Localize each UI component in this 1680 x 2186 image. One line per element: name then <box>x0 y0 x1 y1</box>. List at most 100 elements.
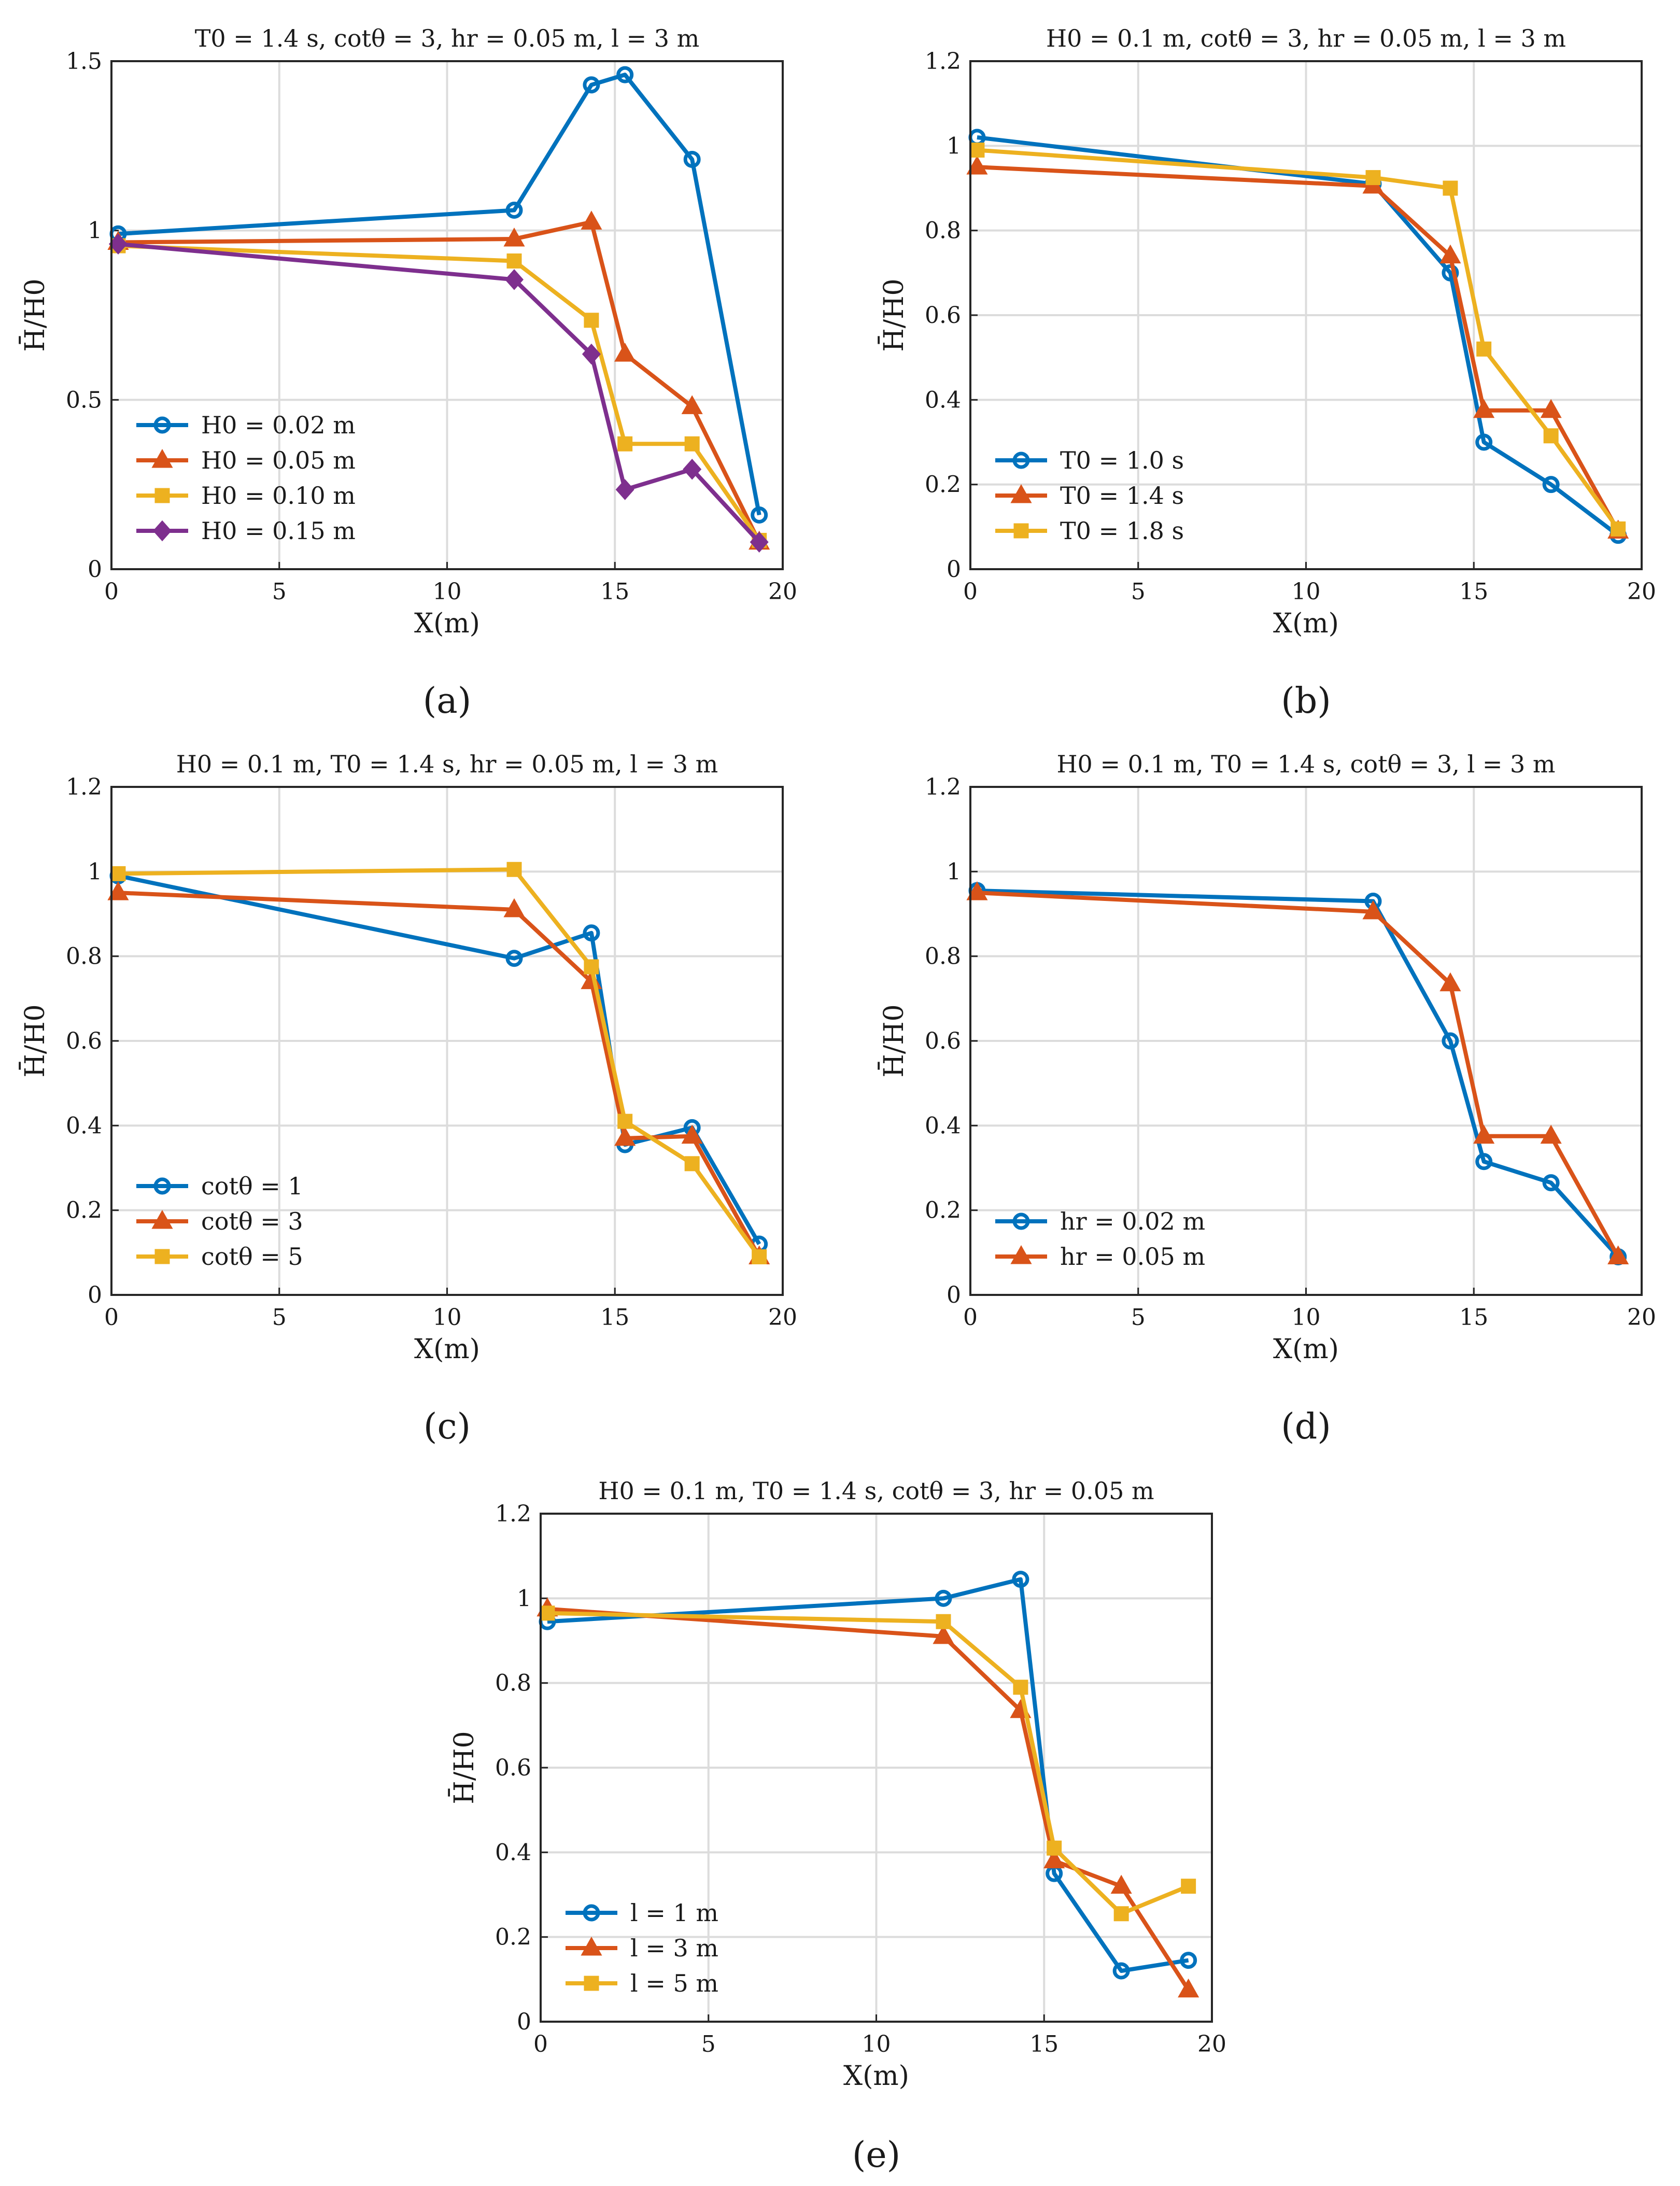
data-point <box>684 1156 700 1172</box>
axes-box <box>540 1513 1213 2023</box>
axes-box <box>969 786 1643 1296</box>
data-point <box>540 1605 555 1621</box>
y-tick-label: 1 <box>947 858 961 885</box>
panel-c: 0 5 10 15 20 0 0.2 0.4 0.6 0.8 1 1.2 H0 = 0.1 m, T0 … <box>19 750 797 1447</box>
y-axis-label: H̄/H0 <box>448 1731 480 1804</box>
data-point <box>505 950 523 967</box>
x-tick-label: 0 <box>963 579 978 605</box>
legend-marker <box>154 488 170 503</box>
data-point <box>584 959 599 975</box>
panel-caption: (b) <box>1281 681 1331 722</box>
data-point <box>582 343 601 365</box>
legend-label: H0 = 0.05 m <box>201 446 356 474</box>
data-point <box>1540 399 1562 418</box>
data-point <box>1540 1124 1562 1144</box>
chart-title: H0 = 0.1 m, T0 = 1.4 s, hr = 0.05 m, l =… <box>176 750 718 778</box>
x-tick-label: 10 <box>433 1304 462 1331</box>
panel-caption: (c) <box>423 1406 471 1447</box>
data-point <box>1178 1978 1199 1998</box>
data-point <box>751 506 768 524</box>
data-point <box>1110 1874 1132 1894</box>
legend-label: hr = 0.05 m <box>1060 1243 1205 1271</box>
data-point <box>1542 1174 1560 1192</box>
y-tick-label: 0 <box>88 1282 102 1308</box>
y-axis-label: H̄/H0 <box>878 1004 910 1077</box>
legend-marker <box>1012 452 1030 469</box>
x-tick-label: 15 <box>1459 579 1488 605</box>
data-point <box>969 143 985 158</box>
y-tick-label: 0.8 <box>66 943 102 970</box>
x-tick-label: 10 <box>1292 579 1321 605</box>
y-tick-label: 0.2 <box>495 1924 531 1951</box>
data-point <box>1439 244 1461 264</box>
data-point <box>1475 1153 1493 1170</box>
legend-label: l = 1 m <box>630 1899 718 1927</box>
data-point <box>1475 433 1493 451</box>
data-point <box>1443 180 1458 196</box>
y-tick-label: 0.6 <box>925 302 961 329</box>
data-point <box>1365 170 1381 186</box>
x-tick-label: 10 <box>433 579 462 605</box>
data-point <box>1442 264 1459 281</box>
panel-e: 0 5 10 15 20 0 0.2 0.4 0.6 0.8 1 1.2 H0 = 0.1 m, T0 … <box>448 1477 1226 2176</box>
axes-box <box>969 60 1643 570</box>
axes-box <box>110 60 784 570</box>
data-point <box>505 201 523 219</box>
legend-label: T0 = 1.4 s <box>1060 482 1184 510</box>
legend: l = 1 m l = 3 m l = 5 m <box>566 1899 718 1997</box>
x-tick-label: 20 <box>1197 2031 1226 2057</box>
data-point <box>614 343 636 362</box>
y-tick-label: 0.8 <box>925 943 961 970</box>
x-axis-label: X(m) <box>1273 608 1339 639</box>
series-line-2 <box>977 891 1620 1258</box>
data-point <box>584 313 599 328</box>
x-tick-label: 10 <box>1292 1304 1321 1331</box>
legend-marker <box>581 1936 602 1956</box>
x-axis-label: X(m) <box>414 1334 480 1365</box>
data-point <box>504 269 524 290</box>
axes-box <box>110 786 784 1296</box>
legend-label: l = 3 m <box>630 1934 718 1962</box>
y-tick-label: 0.6 <box>495 1755 531 1781</box>
data-point <box>936 1614 951 1629</box>
legend-label: l = 5 m <box>630 1969 718 1997</box>
data-point <box>1047 1840 1062 1856</box>
legend: hr = 0.02 m hr = 0.05 m <box>995 1207 1205 1271</box>
y-tick-label: 0 <box>517 2009 531 2035</box>
data-point <box>503 898 525 918</box>
y-tick-label: 1 <box>947 133 961 159</box>
series-line-1 <box>977 888 1620 1259</box>
y-tick-label: 1 <box>88 858 102 885</box>
data-point <box>683 150 701 168</box>
y-axis-label: H̄/H0 <box>878 278 910 351</box>
legend-marker <box>151 1209 173 1229</box>
x-axis-label: X(m) <box>843 2061 909 2092</box>
y-axis-label: H̄/H0 <box>19 1004 51 1077</box>
x-tick-label: 5 <box>701 2031 716 2057</box>
series-line-3 <box>118 867 761 1258</box>
x-tick-label: 20 <box>768 1304 797 1331</box>
y-tick-label: 1 <box>517 1585 531 1612</box>
legend-label: cotθ = 1 <box>201 1172 303 1200</box>
x-tick-label: 20 <box>1627 579 1656 605</box>
legend-marker <box>584 1976 599 1991</box>
chart-title: H0 = 0.1 m, T0 = 1.4 s, cotθ = 3, l = 3 … <box>1056 750 1555 778</box>
data-point <box>1611 521 1626 537</box>
legend-marker <box>151 448 173 468</box>
data-point <box>966 881 988 900</box>
y-tick-label: 0 <box>947 1282 961 1308</box>
x-tick-label: 15 <box>600 579 629 605</box>
data-point <box>616 66 634 83</box>
x-tick-label: 0 <box>104 1304 119 1331</box>
data-point <box>1543 428 1559 444</box>
legend-label: cotθ = 5 <box>201 1243 303 1271</box>
data-point <box>581 210 602 230</box>
x-tick-label: 5 <box>1131 579 1146 605</box>
data-point <box>1180 1952 1197 1969</box>
legend-marker <box>1012 1212 1030 1230</box>
legend: T0 = 1.0 s T0 = 1.4 s T0 = 1.8 s <box>995 446 1184 545</box>
y-tick-label: 0 <box>947 556 961 583</box>
y-tick-label: 0.6 <box>66 1028 102 1054</box>
series-line-1 <box>547 1577 1189 1973</box>
